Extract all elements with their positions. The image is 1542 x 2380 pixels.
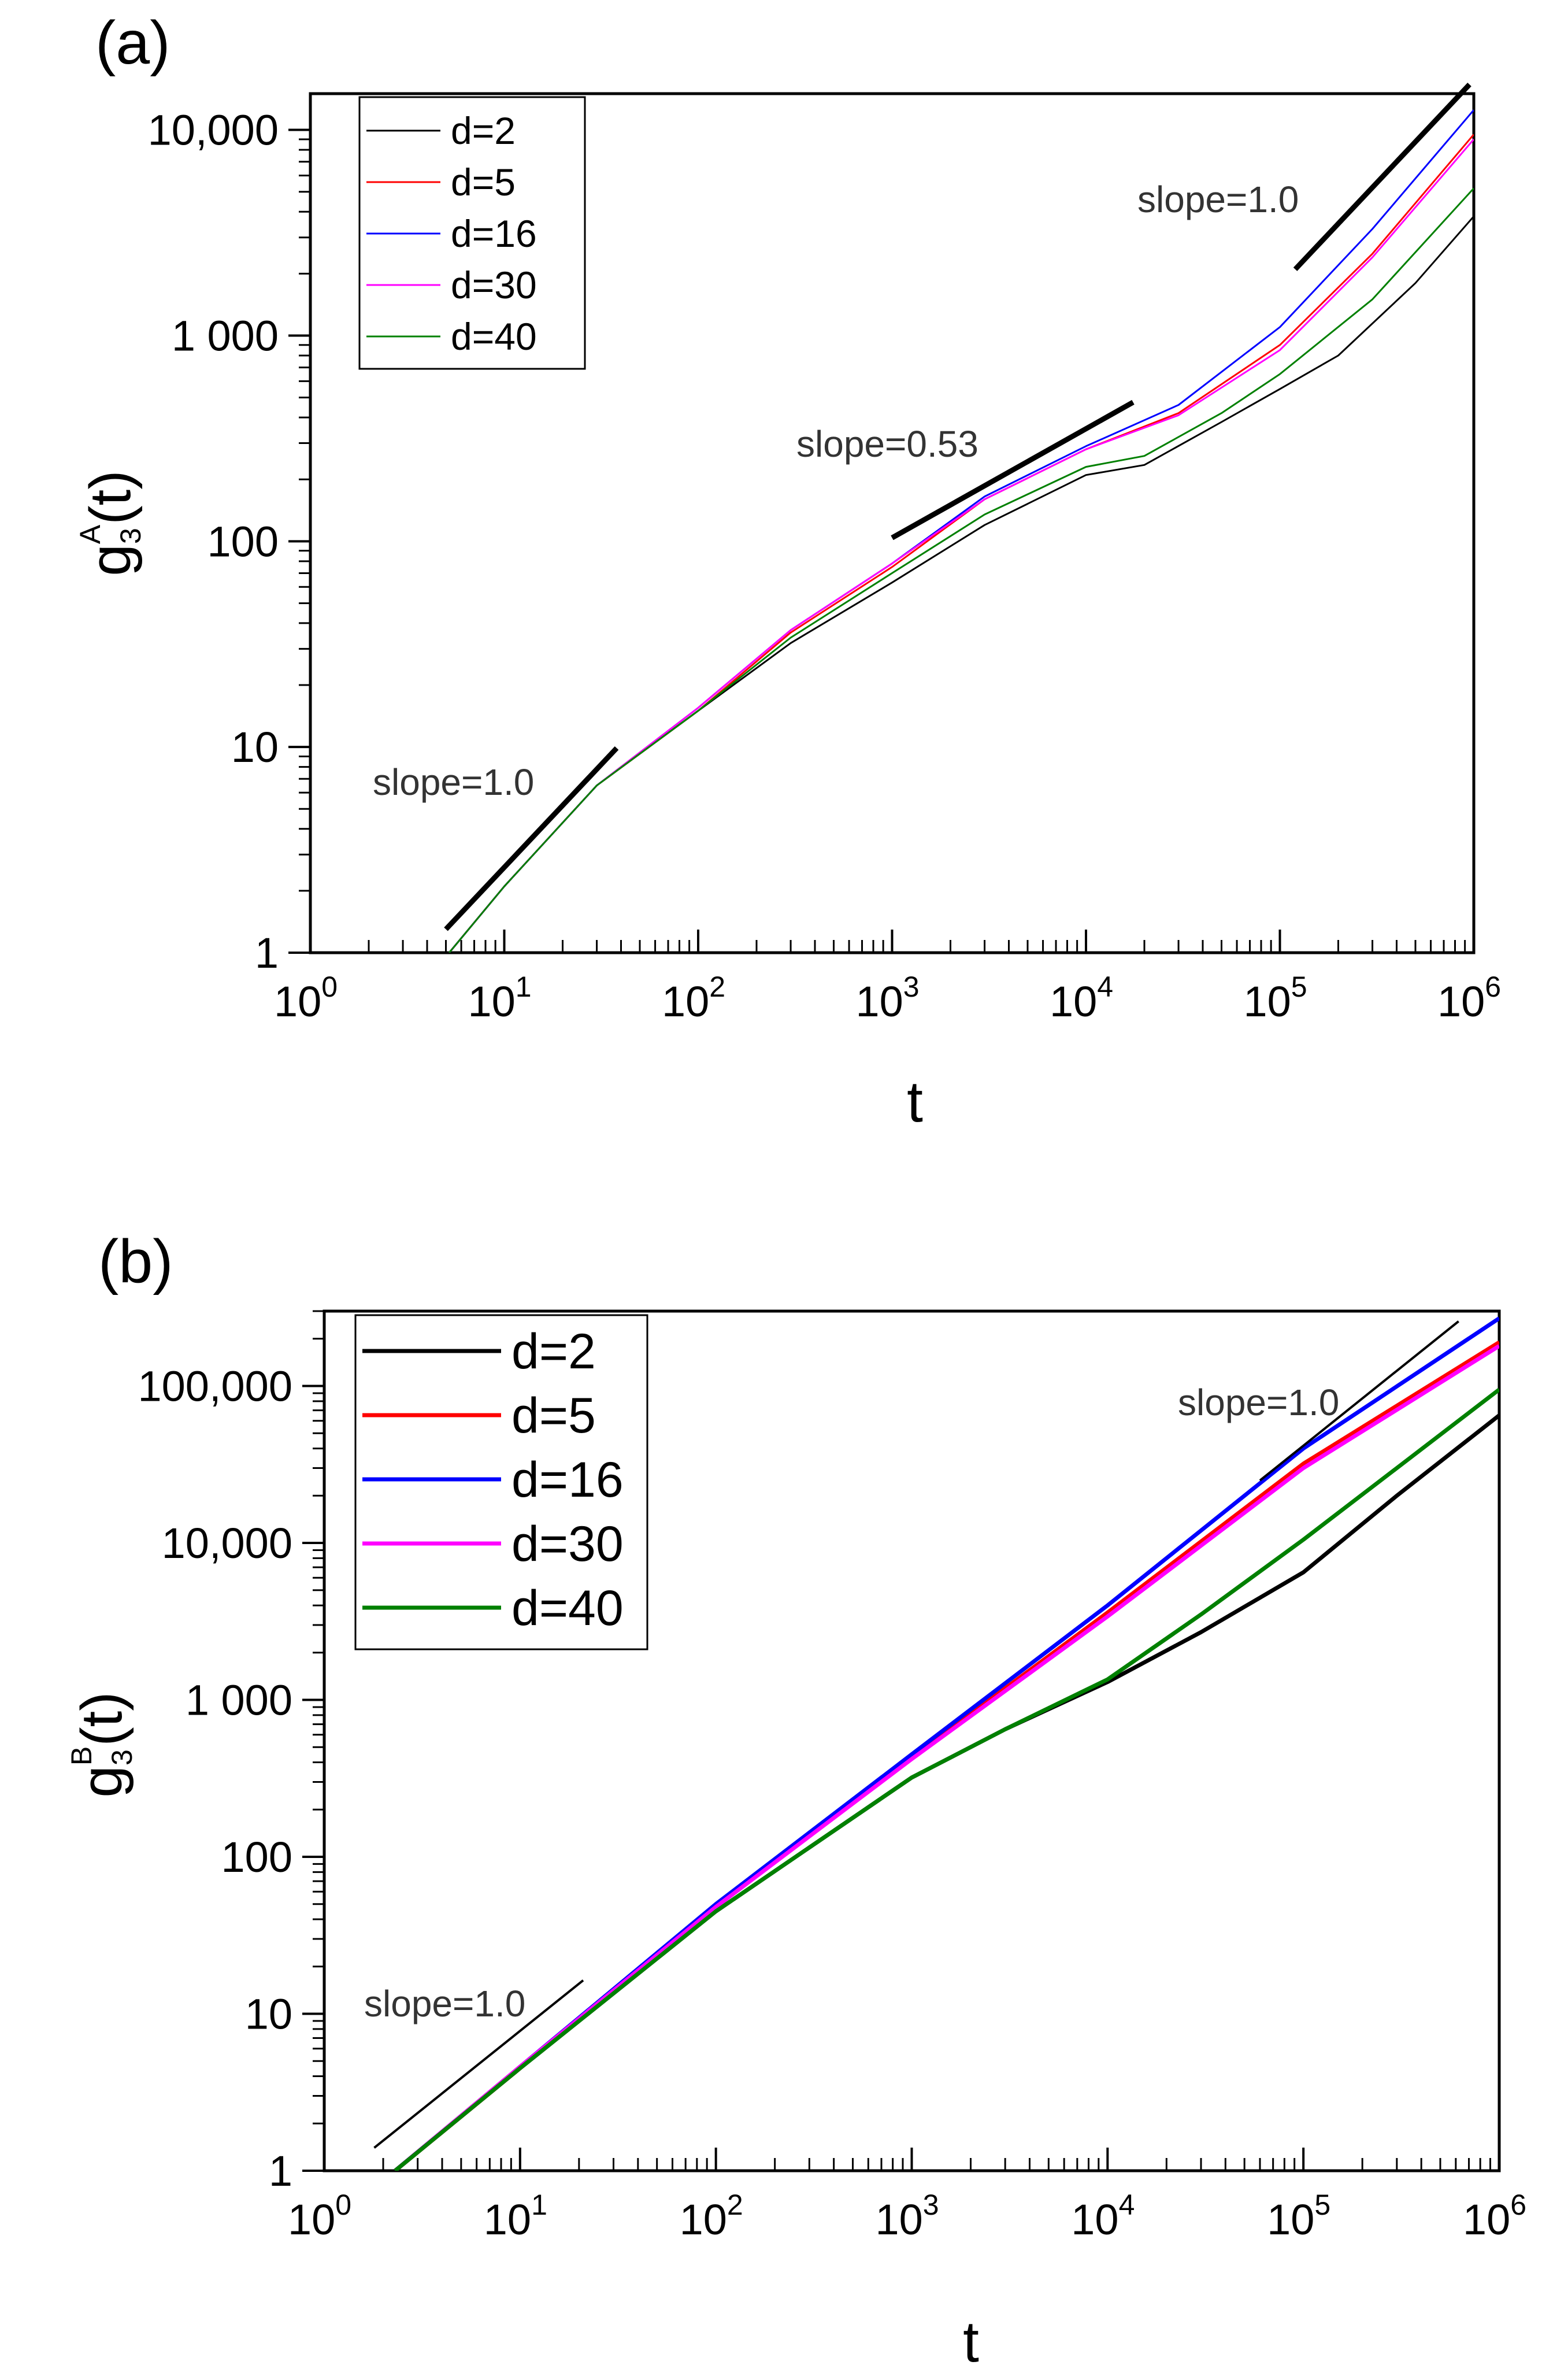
panel-b: (b) 100 101 102 103 104 105 106 1 10 100 1 000 10,00… bbox=[65, 1227, 1526, 2374]
y-tick-label: 100 bbox=[221, 1833, 292, 1881]
x-ticks: 100 101 102 103 104 105 106 bbox=[288, 2148, 1526, 2244]
y-tick-label: 1 bbox=[269, 2147, 292, 2195]
slope-annotation: slope=1.0 bbox=[1137, 179, 1299, 220]
y-tick-label: 1 000 bbox=[172, 312, 279, 360]
slope-annotation: slope=1.0 bbox=[364, 1983, 525, 2024]
x-tick-label: 100 bbox=[274, 971, 338, 1026]
y-tick-label: 100,000 bbox=[138, 1363, 293, 1411]
x-tick-label: 102 bbox=[662, 971, 725, 1026]
slope-reference-line bbox=[444, 746, 619, 931]
y-tick-label: 10 bbox=[231, 723, 279, 771]
legend-label: d=5 bbox=[451, 161, 516, 203]
legend-label: d=30 bbox=[511, 1516, 624, 1572]
y-ticks: 1 10 100 1 000 10,000 100,000 bbox=[138, 1310, 324, 2195]
legend: d=2 d=5 d=16 d=30 d=40 bbox=[354, 1314, 648, 1650]
x-tick-label: 101 bbox=[484, 2189, 547, 2244]
series-line-d-30 bbox=[448, 138, 1474, 953]
y-tick-label: 100 bbox=[207, 517, 279, 565]
series-line-d-40 bbox=[394, 1387, 1499, 2171]
legend-label: d=16 bbox=[451, 212, 537, 255]
x-axis-title: t bbox=[907, 1069, 923, 1134]
slope-annotation: slope=1.0 bbox=[1178, 1382, 1339, 1423]
x-ticks: 100 101 102 103 104 105 106 bbox=[274, 930, 1501, 1026]
series-line-d-5 bbox=[448, 134, 1474, 953]
y-tick-label: 10,000 bbox=[148, 106, 279, 154]
x-tick-label: 102 bbox=[680, 2189, 743, 2244]
x-axis-title: t bbox=[963, 2309, 979, 2374]
x-tick-label: 104 bbox=[1071, 2189, 1135, 2244]
legend-label: d=2 bbox=[451, 109, 516, 152]
legend-label: d=30 bbox=[451, 264, 537, 306]
y-axis-title: g3A(t) bbox=[74, 470, 147, 576]
slope-reference-line bbox=[1259, 1320, 1459, 1482]
series-line-d-2 bbox=[448, 216, 1474, 953]
y-tick-label: 10 bbox=[245, 1990, 292, 2038]
x-tick-label: 105 bbox=[1267, 2189, 1330, 2244]
slope-reference-line bbox=[373, 1979, 584, 2149]
legend: d=2 d=5 d=16 d=30 d=40 bbox=[358, 96, 586, 370]
legend-box bbox=[354, 1314, 648, 1650]
legend-label: d=5 bbox=[511, 1388, 596, 1443]
panel-label: (a) bbox=[95, 9, 170, 77]
series-group bbox=[394, 1316, 1499, 2171]
panel-label: (b) bbox=[98, 1227, 173, 1296]
x-tick-label: 104 bbox=[1050, 971, 1113, 1026]
slope-annotation: slope=1.0 bbox=[373, 761, 534, 803]
slope-reference-line bbox=[1293, 83, 1471, 271]
panel-a: (a) 100 101 102 103 104 105 106 1 10 100 1 000 10,00… bbox=[74, 9, 1501, 1134]
legend-label: d=2 bbox=[511, 1324, 596, 1379]
x-tick-label: 103 bbox=[855, 971, 919, 1026]
y-axis-title: g3B(t) bbox=[65, 1691, 138, 1797]
x-tick-label: 106 bbox=[1437, 971, 1501, 1026]
y-tick-label: 1 bbox=[255, 929, 279, 977]
x-tick-label: 106 bbox=[1463, 2189, 1526, 2244]
x-tick-label: 103 bbox=[875, 2189, 939, 2244]
y-tick-label: 10,000 bbox=[162, 1519, 292, 1567]
legend-label: d=16 bbox=[511, 1452, 624, 1508]
series-line-d-16 bbox=[448, 109, 1474, 953]
legend-label: d=40 bbox=[451, 315, 537, 358]
series-line-d-40 bbox=[448, 187, 1474, 953]
slope-reference-line bbox=[891, 399, 1135, 541]
x-tick-label: 100 bbox=[288, 2189, 351, 2244]
legend-label: d=40 bbox=[511, 1581, 624, 1636]
x-tick-label: 101 bbox=[468, 971, 531, 1026]
y-ticks: 1 10 100 1 000 10,000 bbox=[148, 106, 310, 977]
slope-annotation: slope=0.53 bbox=[796, 423, 978, 465]
x-tick-label: 105 bbox=[1243, 971, 1307, 1026]
series-group bbox=[448, 109, 1474, 953]
y-tick-label: 1 000 bbox=[186, 1676, 292, 1724]
